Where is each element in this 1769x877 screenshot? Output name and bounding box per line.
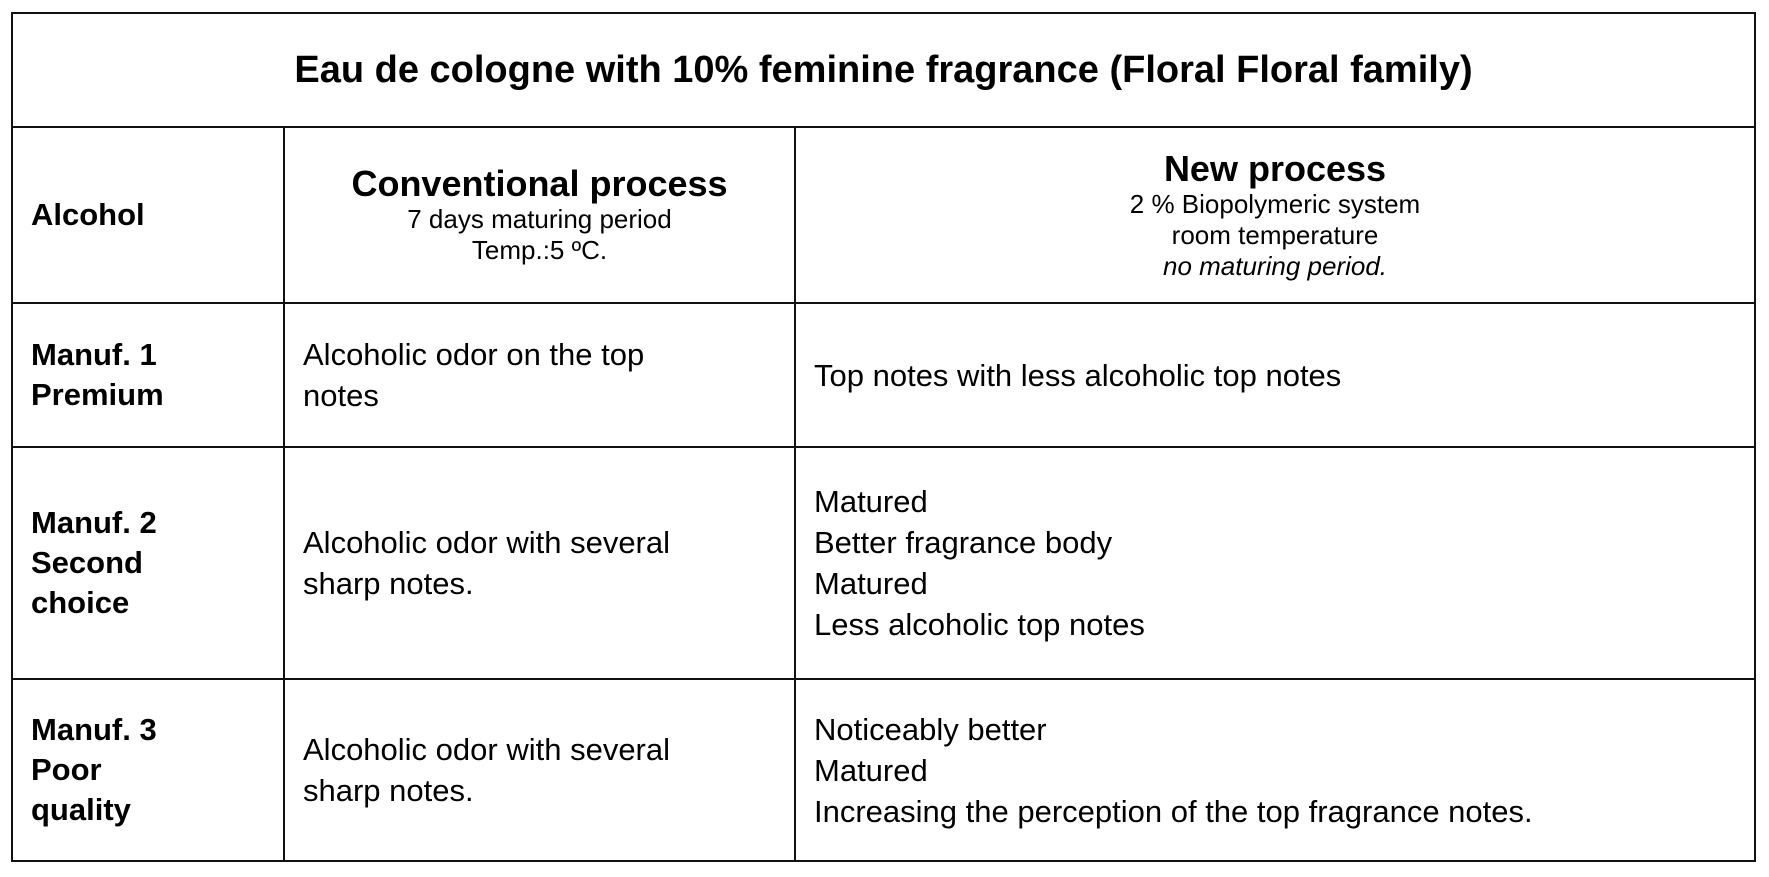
- cell-line: sharp notes.: [303, 770, 776, 811]
- new-line: 2 % Biopolymeric system: [814, 189, 1736, 220]
- conventional-line: Temp.:5 ºC.: [303, 235, 776, 266]
- row-label-line: Manuf. 1: [31, 335, 265, 375]
- new-cell: Noticeably better Matured Increasing the…: [795, 679, 1755, 861]
- conventional-line: 7 days maturing period: [303, 204, 776, 235]
- cell-line: Alcoholic odor on the top: [303, 334, 776, 375]
- header-row: Alcohol Conventional process 7 days matu…: [12, 127, 1755, 303]
- row-label-line: Poor: [31, 750, 265, 790]
- new-line: room temperature: [814, 220, 1736, 251]
- new-title: New process: [814, 149, 1736, 189]
- cell-line: Increasing the perception of the top fra…: [814, 791, 1736, 832]
- table-row: Manuf. 3 Poor quality Alcoholic odor wit…: [12, 679, 1755, 861]
- row-label-line: quality: [31, 790, 265, 830]
- header-new: New process 2 % Biopolymeric system room…: [795, 127, 1755, 303]
- conventional-cell: Alcoholic odor with several sharp notes.: [284, 679, 795, 861]
- cell-line: Top notes with less alcoholic top notes: [814, 355, 1736, 396]
- table-title: Eau de cologne with 10% feminine fragran…: [12, 13, 1755, 127]
- cell-line: Matured: [814, 481, 1736, 522]
- conventional-title: Conventional process: [303, 164, 776, 204]
- new-cell: Top notes with less alcoholic top notes: [795, 303, 1755, 447]
- cell-line: Matured: [814, 750, 1736, 791]
- cell-line: sharp notes.: [303, 563, 776, 604]
- row-label: Manuf. 3 Poor quality: [12, 679, 284, 861]
- row-label: Manuf. 2 Second choice: [12, 447, 284, 679]
- row-label-line: Premium: [31, 375, 265, 415]
- conventional-cell: Alcoholic odor with several sharp notes.: [284, 447, 795, 679]
- row-label-line: choice: [31, 583, 265, 623]
- table-row: Manuf. 2 Second choice Alcoholic odor wi…: [12, 447, 1755, 679]
- row-label: Manuf. 1 Premium: [12, 303, 284, 447]
- new-cell: Matured Better fragrance body Matured Le…: [795, 447, 1755, 679]
- header-conventional: Conventional process 7 days maturing per…: [284, 127, 795, 303]
- row-label-line: Manuf. 2: [31, 503, 265, 543]
- header-alcohol: Alcohol: [12, 127, 284, 303]
- new-line: no maturing period.: [814, 251, 1736, 282]
- cell-line: Alcoholic odor with several: [303, 729, 776, 770]
- cell-line: Less alcoholic top notes: [814, 604, 1736, 645]
- cell-line: Alcoholic odor with several: [303, 522, 776, 563]
- conventional-cell: Alcoholic odor on the top notes: [284, 303, 795, 447]
- cell-line: Better fragrance body: [814, 522, 1736, 563]
- table-row: Manuf. 1 Premium Alcoholic odor on the t…: [12, 303, 1755, 447]
- comparison-table: Eau de cologne with 10% feminine fragran…: [11, 12, 1756, 862]
- cell-line: Matured: [814, 563, 1736, 604]
- cell-line: Noticeably better: [814, 709, 1736, 750]
- row-label-line: Second: [31, 543, 265, 583]
- row-label-line: Manuf. 3: [31, 710, 265, 750]
- cell-line: notes: [303, 375, 776, 416]
